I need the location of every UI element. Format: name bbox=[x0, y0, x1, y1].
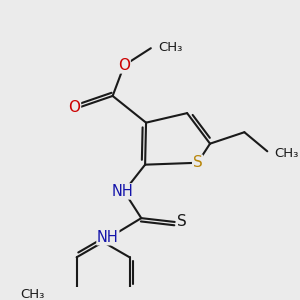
Text: NH: NH bbox=[97, 230, 119, 245]
Text: O: O bbox=[118, 58, 130, 73]
Text: O: O bbox=[68, 100, 80, 115]
Text: CH₃: CH₃ bbox=[158, 41, 183, 54]
Text: S: S bbox=[193, 155, 202, 170]
Text: CH₃: CH₃ bbox=[20, 288, 44, 300]
Text: CH₃: CH₃ bbox=[274, 147, 298, 160]
Text: NH: NH bbox=[111, 184, 133, 199]
Text: S: S bbox=[178, 214, 187, 230]
